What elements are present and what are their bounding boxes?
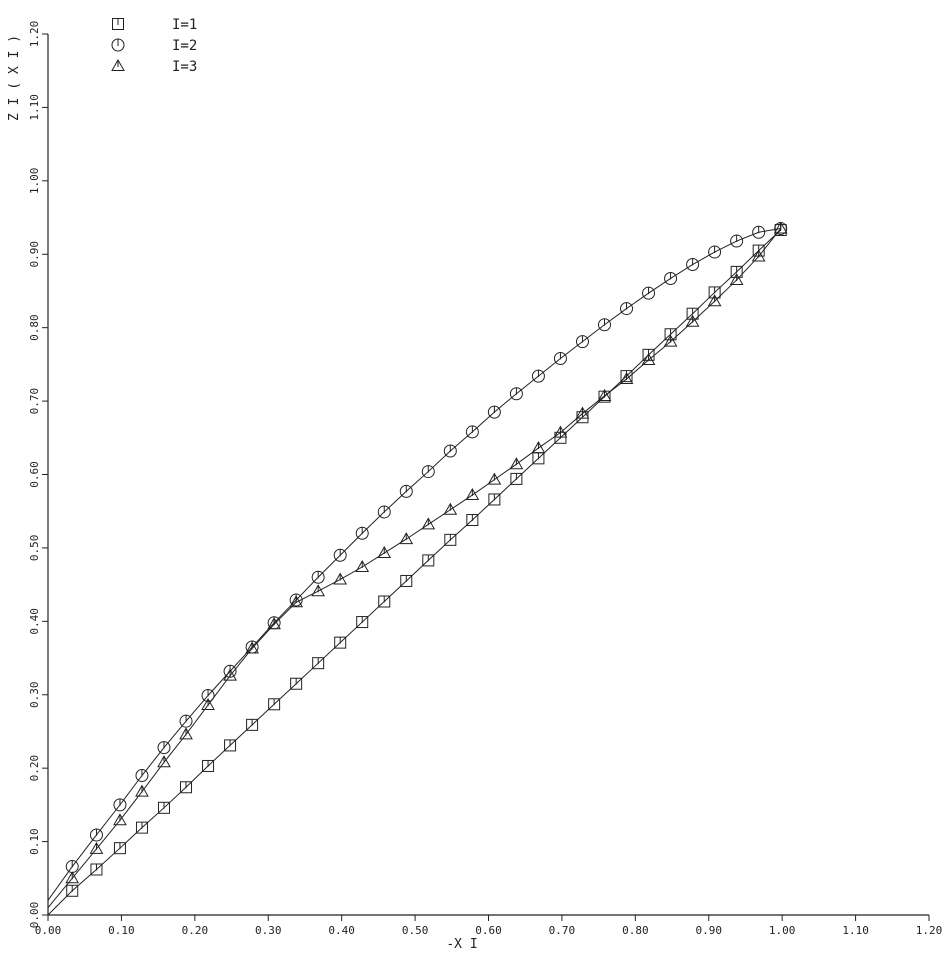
data-point-triangle [553,425,568,438]
y-tick-label: 0.60 [28,461,41,488]
y-axis-label: Z I ( X I ) [7,35,22,121]
x-axis-label: -X I [446,937,477,952]
x-tick-label: 1.00 [769,924,796,937]
data-point-triangle [201,698,215,711]
data-point-triangle [729,272,744,285]
x-tick-label: 0.90 [696,924,723,937]
data-point-triangle [399,532,414,545]
x-tick-label: 1.10 [842,924,869,937]
data-point-triangle [65,871,80,884]
legend-label-1: I=1 [172,17,197,33]
data-point-triangle [157,755,171,768]
data-point-triangle [509,457,524,470]
y-tick-label: 0.50 [28,535,41,562]
data-point-triangle [421,517,436,530]
y-tick-label: 0.40 [28,608,41,635]
legend: I=1 I=2 I=3 [111,17,197,75]
data-point-triangle [179,727,193,740]
x-tick-label: 0.80 [622,924,649,937]
series-3 [47,221,788,908]
data-point-triangle [377,546,392,559]
y-tick-label: 0.80 [28,314,41,341]
series-line-1 [47,229,782,916]
y-tick-label: 0.70 [28,388,41,415]
x-tick-label: 0.30 [255,924,282,937]
y-tick-label: 0.10 [28,828,41,855]
data-point-triangle [663,334,678,347]
data-point-triangle [311,584,326,597]
data-point-triangle [575,406,590,419]
data-point-triangle [333,572,348,585]
data-point-triangle [685,314,700,327]
ticks: 0.00 0.10 0.20 0.30 0.40 0.50 0.60 0.70 0.80 0.90… [28,21,942,937]
x-tick-label: 0.70 [549,924,576,937]
data-point-triangle [89,841,104,854]
axis-titles: -X I Z I ( X I ) [7,35,478,952]
data-point-triangle [597,388,612,401]
y-tick-label: 0.00 [28,902,41,929]
data-point-triangle [245,641,259,654]
x-tick-label: 0.20 [182,924,209,937]
y-tick-label: 0.30 [28,682,41,709]
data-point-triangle [707,294,722,307]
y-tick-label: 1.20 [28,21,41,48]
series [47,221,788,916]
data-point-triangle [751,249,766,262]
legend-label-2: I=2 [172,38,197,54]
y-tick-label: 0.20 [28,755,41,782]
data-point-triangle [113,813,127,826]
x-tick-label: 0.50 [402,924,429,937]
data-point-triangle [289,595,304,608]
data-point-triangle [267,617,281,630]
series-line-2 [47,228,781,901]
data-point-triangle [531,441,546,454]
x-tick-label: 0.60 [475,924,502,937]
series-2 [47,222,788,901]
data-point-triangle [223,668,237,681]
data-point-triangle [443,502,458,515]
data-point-triangle [111,58,125,71]
series-1 [47,224,787,916]
y-tick-label: 1.00 [28,168,41,195]
data-point-triangle [465,488,480,501]
data-point-triangle [487,472,502,485]
x-tick-label: 0.00 [35,924,62,937]
y-tick-label: 1.10 [28,94,41,121]
x-tick-label: 1.20 [916,924,943,937]
x-tick-label: 0.10 [108,924,135,937]
data-point-triangle [135,784,149,797]
data-point-triangle [619,372,634,385]
data-point-triangle [773,221,788,234]
data-point-triangle [355,559,370,573]
series-line-3 [47,228,782,908]
legend-label-3: I=3 [172,59,197,75]
x-tick-label: 0.40 [328,924,355,937]
y-tick-label: 0.90 [28,241,41,268]
data-point-triangle [641,352,656,365]
